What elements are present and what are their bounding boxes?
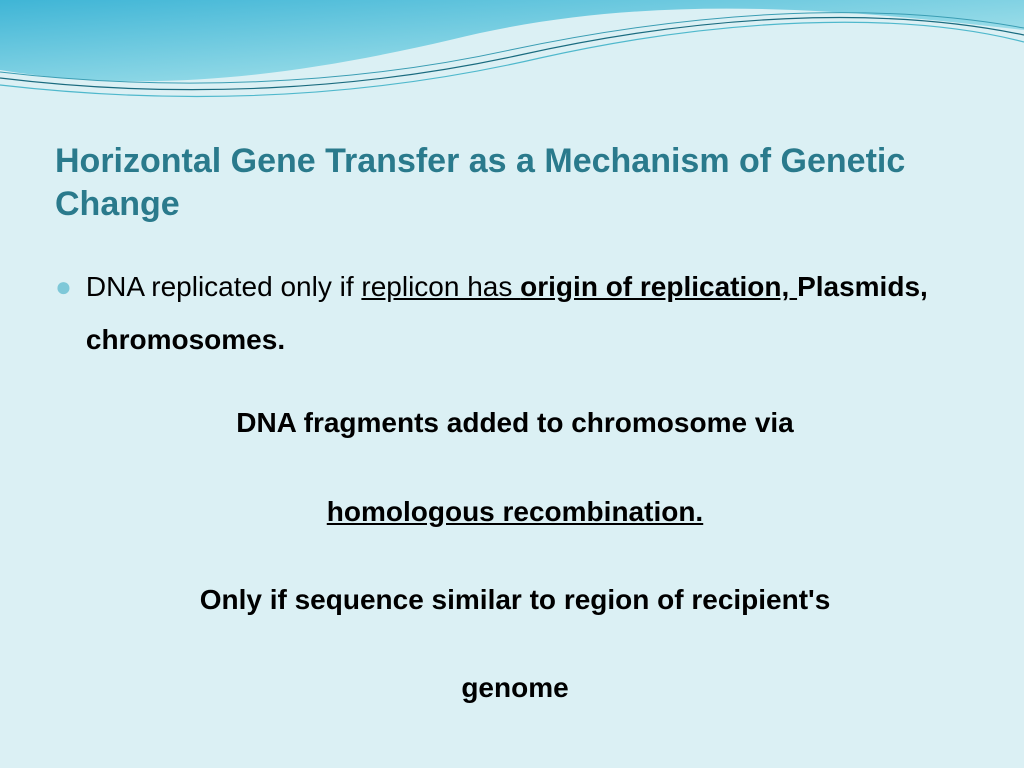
bullet-seg-1: DNA replicated only if: [86, 271, 361, 302]
bullet-seg-3: origin of replication,: [520, 271, 797, 302]
bullet-item: ● DNA replicated only if replicon has or…: [55, 260, 975, 366]
slide-body: ● DNA replicated only if replicon has or…: [55, 260, 975, 714]
slide-title: Horizontal Gene Transfer as a Mechanism …: [55, 140, 955, 225]
body-line-3: homologous recombination.: [55, 485, 975, 538]
bullet-dot-icon: ●: [55, 260, 72, 313]
slide: Horizontal Gene Transfer as a Mechanism …: [0, 0, 1024, 768]
body-line-4: Only if sequence similar to region of re…: [55, 573, 975, 626]
body-line-5: genome: [55, 661, 975, 714]
body-line-2: DNA fragments added to chromosome via: [55, 396, 975, 449]
bullet-seg-2: replicon has: [361, 271, 520, 302]
bullet-text: DNA replicated only if replicon has orig…: [86, 260, 975, 366]
